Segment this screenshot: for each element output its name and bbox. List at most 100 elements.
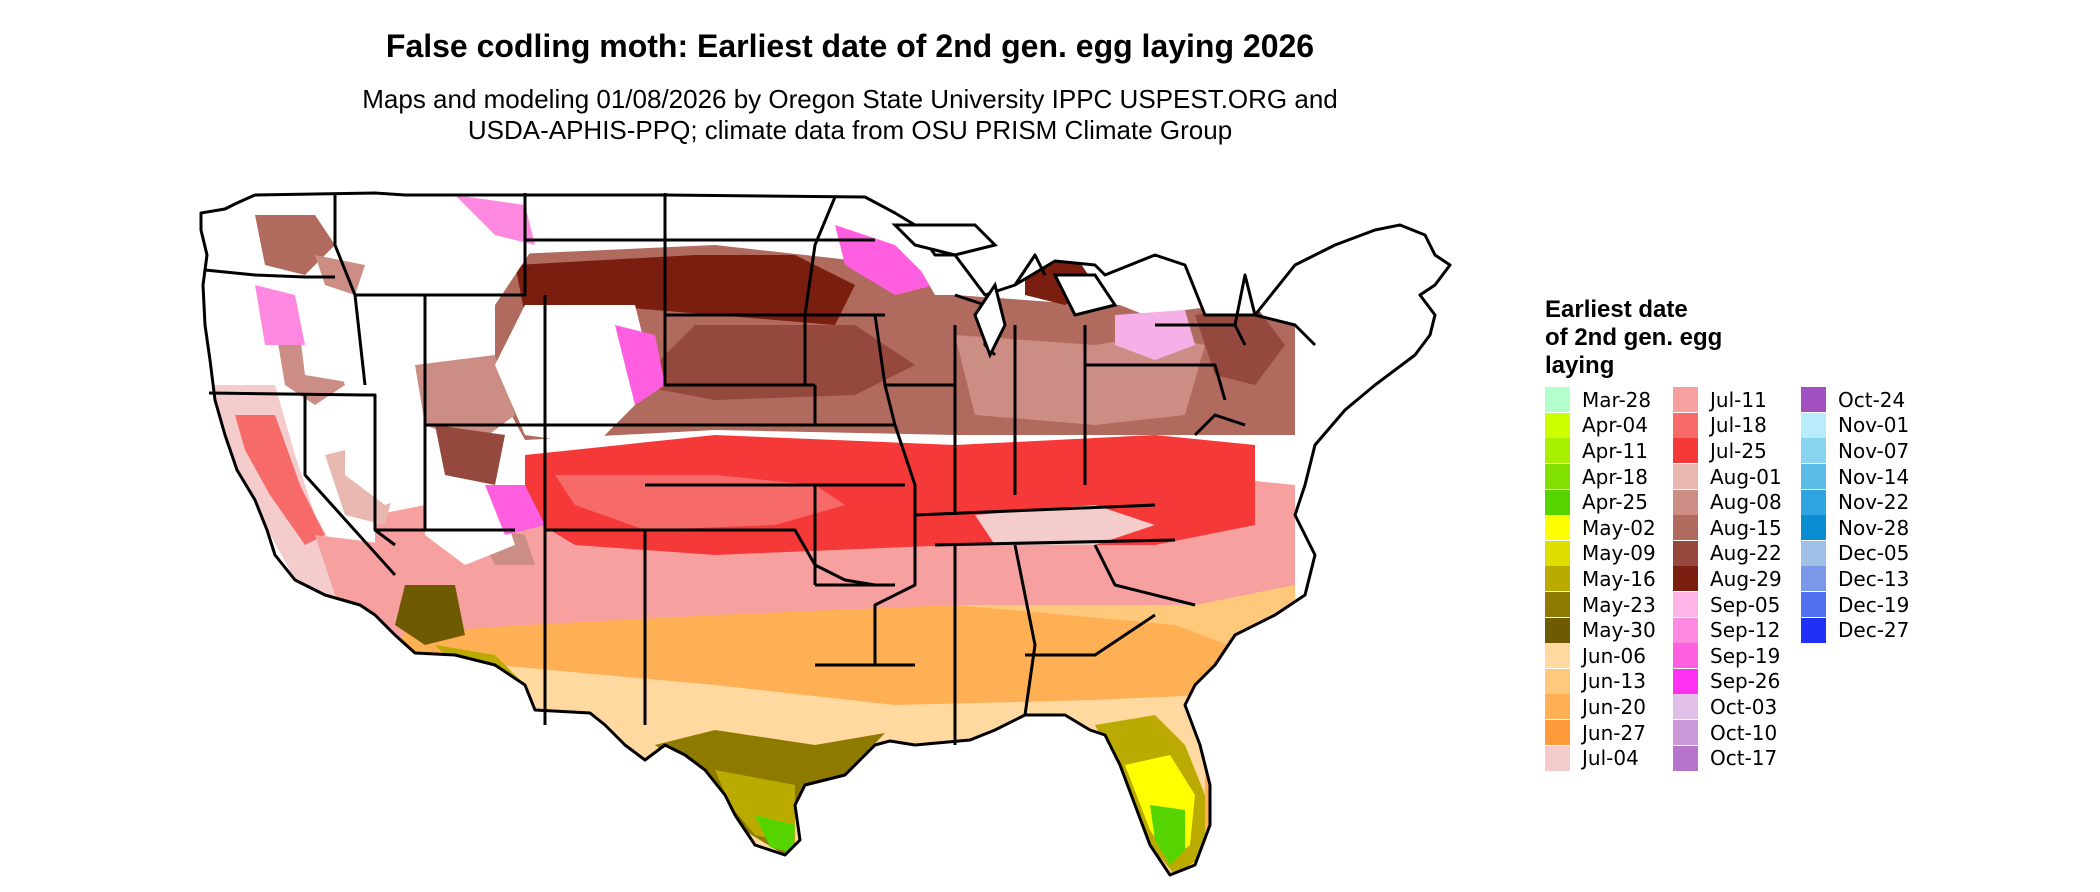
legend-swatch [1545,643,1570,669]
legend-swatch [1801,438,1826,464]
legend-title-line-3: laying [1545,352,1615,379]
legend-swatch [1545,745,1570,771]
legend-item: Dec-05 [1801,540,1921,567]
legend-label: Apr-18 [1582,464,1648,489]
legend-swatch [1673,540,1698,566]
legend-swatch [1545,438,1570,464]
legend-item: Sep-26 [1673,668,1793,695]
legend-column: Oct-24 Nov-01 Nov-07 Nov-14 Nov-22 Nov-28 Dec-… [1801,387,1921,771]
legend-label: Nov-07 [1838,438,1910,463]
legend-label: Aug-08 [1710,490,1782,515]
legend-item: Jul-11 [1673,387,1793,413]
legend-swatch [1801,412,1826,438]
legend-label: Aug-29 [1710,566,1782,591]
legend-swatch [1545,592,1570,618]
legend-label: Jun-13 [1582,669,1646,694]
legend-item: Apr-18 [1545,464,1665,490]
legend-item: Dec-27 [1801,617,1921,643]
legend-label: Apr-11 [1582,438,1648,463]
legend-swatch [1673,566,1698,592]
legend-item: Apr-25 [1545,489,1665,515]
legend-label: Jul-18 [1710,413,1767,438]
legend-swatch [1801,464,1826,490]
legend-item: Nov-22 [1801,489,1921,515]
legend-item: May-09 [1545,540,1665,567]
legend-swatch [1801,515,1826,541]
legend-item: Apr-04 [1545,412,1665,439]
legend-label: Nov-22 [1838,490,1910,515]
legend-item: Aug-15 [1673,515,1793,541]
subtitle-line-1: Maps and modeling 01/08/2026 by Oregon S… [362,84,1338,114]
legend-item: Sep-05 [1673,592,1793,618]
legend-label: Nov-28 [1838,515,1910,540]
legend-label: Apr-04 [1582,413,1648,438]
legend-item: Aug-08 [1673,489,1793,515]
legend-item: Aug-01 [1673,464,1793,490]
legend-swatch [1545,566,1570,592]
legend-label: May-02 [1582,515,1656,540]
legend-item: Oct-10 [1673,720,1793,746]
legend: Mar-28 Apr-04 Apr-11 Apr-18 Apr-25 May-02 May-… [1545,387,1921,771]
legend-title-line-2: of 2nd gen. egg [1545,324,1723,351]
legend-item: May-16 [1545,566,1665,592]
legend-label: Dec-13 [1838,566,1910,591]
legend-swatch [1545,387,1570,413]
legend-swatch [1673,643,1698,669]
legend-label: May-23 [1582,592,1656,617]
legend-swatch [1673,745,1698,771]
legend-item: Sep-19 [1673,643,1793,669]
legend-item: Sep-12 [1673,617,1793,643]
legend-swatch [1673,412,1698,438]
legend-label: May-09 [1582,541,1656,566]
legend-column: Mar-28 Apr-04 Apr-11 Apr-18 Apr-25 May-02 May-… [1545,387,1665,771]
map-title: False codling moth: Earliest date of 2nd… [385,28,1315,64]
legend-item: Jun-20 [1545,694,1665,720]
legend-label: Sep-26 [1710,669,1781,694]
legend-label: May-16 [1582,566,1656,591]
legend-label: Dec-27 [1838,618,1910,643]
legend-swatch [1801,540,1826,566]
legend-column: Jul-11 Jul-18 Jul-25 Aug-01 Aug-08 Aug-15 Aug-… [1673,387,1793,771]
legend-label: Sep-05 [1710,592,1781,617]
legend-label: Aug-01 [1710,464,1782,489]
legend-item: Aug-29 [1673,566,1793,592]
legend-label: Jun-27 [1582,720,1646,745]
legend-label: Oct-03 [1710,694,1778,719]
legend-item: Nov-14 [1801,464,1921,490]
legend-item: Oct-03 [1673,694,1793,720]
legend-swatch [1673,515,1698,541]
legend-swatch [1545,515,1570,541]
legend-swatch [1545,412,1570,438]
legend-item: Jul-18 [1673,412,1793,439]
legend-swatch [1673,464,1698,490]
legend-label: Aug-15 [1710,515,1782,540]
us-degree-day-map [199,191,1452,877]
legend-item: Nov-07 [1801,438,1921,464]
legend-item: Jun-27 [1545,720,1665,746]
legend-label: Sep-12 [1710,618,1781,643]
legend-label: Sep-19 [1710,643,1781,668]
legend-label: Apr-25 [1582,490,1648,515]
legend-item: Oct-24 [1801,387,1921,413]
legend-swatch [1545,489,1570,515]
legend-swatch [1801,617,1826,643]
legend-swatch [1801,489,1826,515]
legend-swatch [1545,617,1570,643]
legend-label: Jul-11 [1710,387,1767,412]
legend-swatch [1545,464,1570,490]
legend-item: Apr-11 [1545,438,1665,464]
legend-item: Nov-28 [1801,515,1921,541]
legend-item: May-30 [1545,617,1665,643]
subtitle-line-2: USDA-APHIS-PPQ; climate data from OSU PR… [467,115,1233,145]
legend-swatch [1673,720,1698,746]
legend-label: Jul-04 [1582,746,1639,771]
legend-item: Jul-04 [1545,745,1665,771]
legend-item: Jul-25 [1673,438,1793,464]
legend-item: Dec-19 [1801,592,1921,618]
legend-label: May-30 [1582,618,1656,643]
legend-swatch [1545,720,1570,746]
legend-item: Dec-13 [1801,566,1921,592]
legend-swatch [1545,540,1570,566]
legend-label: Oct-24 [1838,387,1906,412]
legend-label: Jun-20 [1582,694,1646,719]
